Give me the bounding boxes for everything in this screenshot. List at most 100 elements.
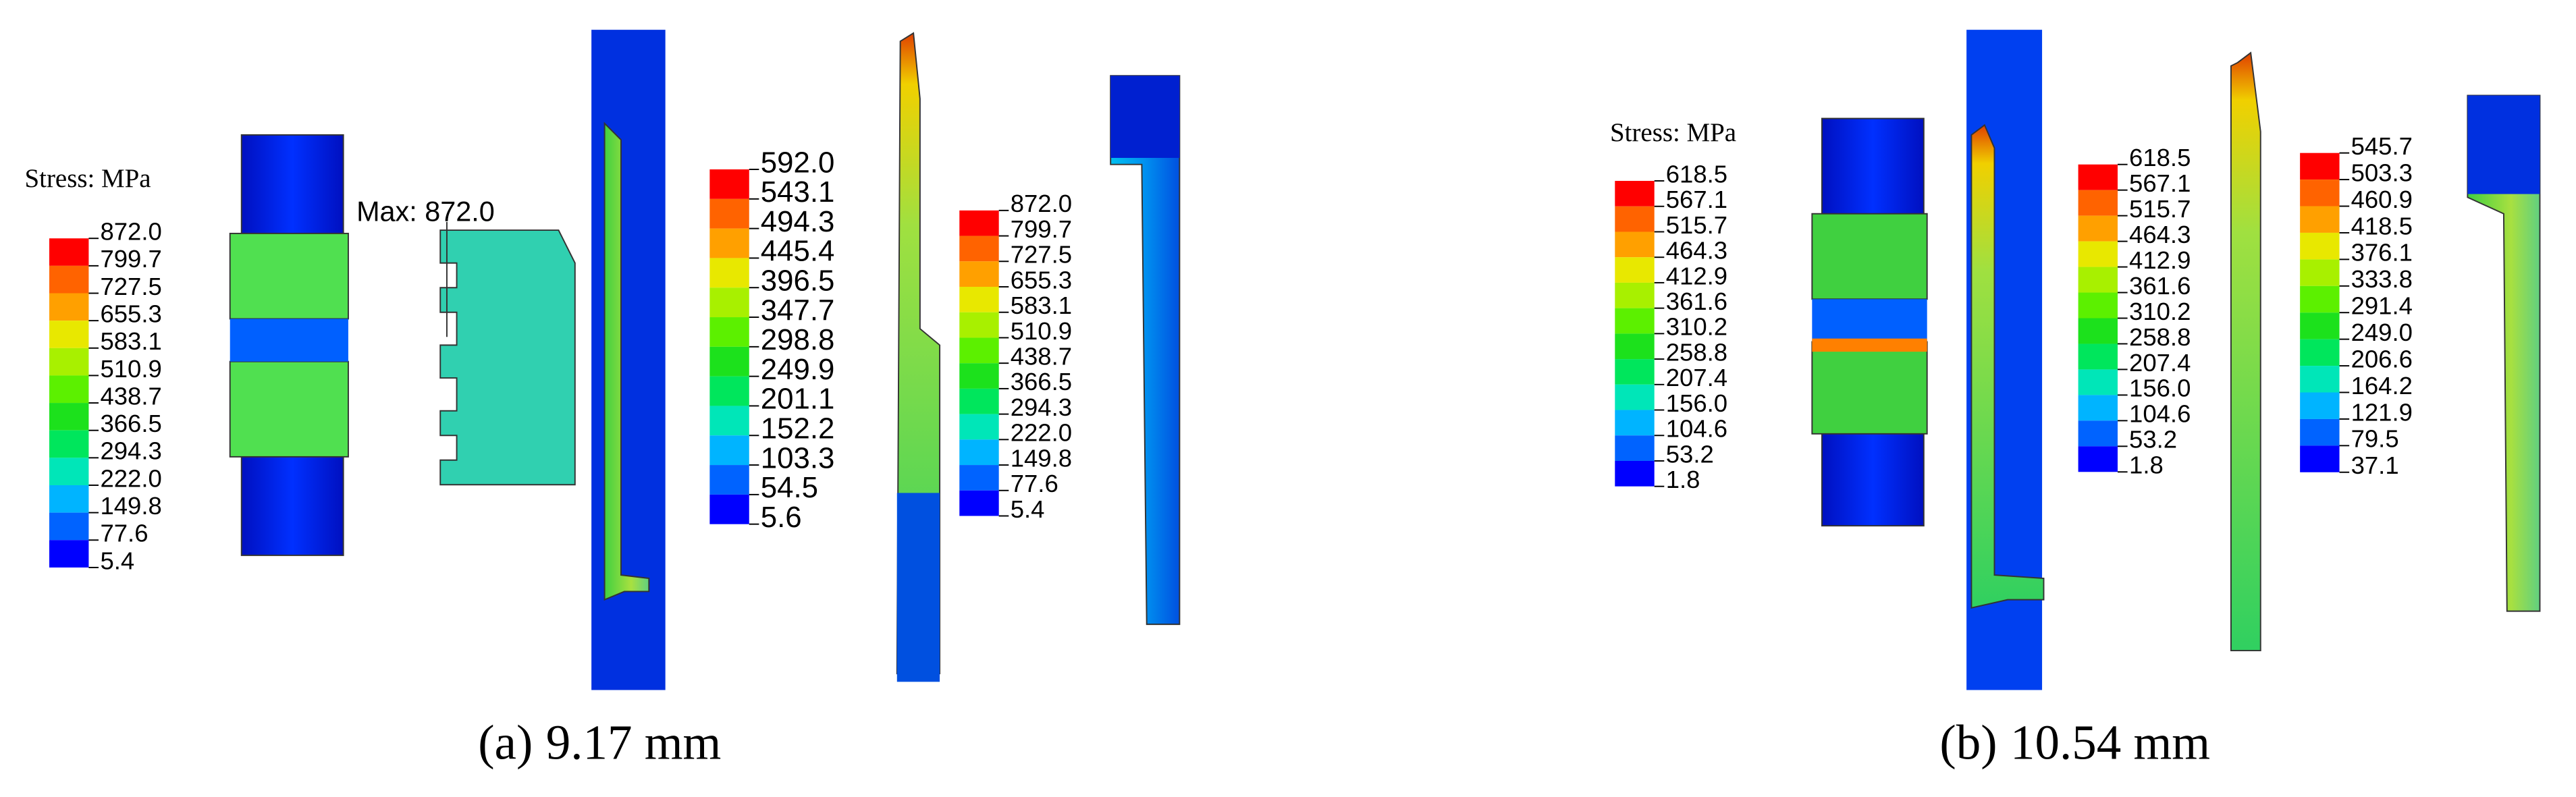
- color-band: [709, 346, 749, 377]
- color-band: [959, 439, 999, 466]
- color-band: [2300, 445, 2340, 472]
- legend-value: 799.7: [100, 245, 161, 273]
- color-band: [49, 485, 89, 513]
- legend-value: 104.6: [1666, 415, 1727, 443]
- color-band: [2300, 232, 2340, 260]
- color-band: [2300, 180, 2340, 207]
- legend-value: 799.7: [1011, 215, 1072, 243]
- legend-value: 310.2: [1666, 313, 1727, 341]
- caption-label: (a): [478, 715, 533, 769]
- color-band: [1615, 384, 1655, 410]
- color-band: [49, 403, 89, 431]
- color-band: [709, 406, 749, 436]
- color-band: [2078, 292, 2118, 319]
- color-band: [49, 348, 89, 376]
- color-band: [959, 312, 999, 338]
- caption: (b) 10.54 mm: [1939, 715, 2210, 769]
- color-band: [2078, 420, 2118, 447]
- color-band: [2078, 164, 2118, 190]
- color-band: [1615, 308, 1655, 334]
- legend-value: 412.9: [2129, 246, 2191, 274]
- legend-title: Stress: MPa: [1610, 118, 1736, 147]
- color-band: [709, 435, 749, 466]
- legend-value: 543.1: [761, 175, 835, 209]
- legend-value: 361.6: [2129, 272, 2191, 300]
- legend-value: 222.0: [1011, 419, 1072, 447]
- legend-value: 164.2: [2351, 372, 2413, 400]
- color-band: [2078, 343, 2118, 370]
- color-band: [2078, 369, 2118, 395]
- annotation: Max: 872.0: [356, 196, 495, 227]
- panel-b-drawing: [1811, 30, 2541, 690]
- color-band: [2300, 339, 2340, 366]
- color-band: [1615, 231, 1655, 258]
- color-band: [49, 430, 89, 458]
- color-band: [1615, 460, 1655, 487]
- legend-value: 1.8: [1666, 466, 1700, 493]
- legend-value: 152.2: [761, 412, 835, 445]
- legend-value: 438.7: [100, 382, 161, 410]
- legend-value: 77.6: [100, 520, 148, 547]
- legend-value: 366.5: [100, 410, 161, 437]
- color-band: [49, 265, 89, 294]
- legend-value: 655.3: [100, 300, 161, 327]
- legend-value: 503.3: [2351, 159, 2413, 186]
- color-band: [959, 236, 999, 262]
- color-band: [709, 494, 749, 524]
- color-band: [2300, 206, 2340, 233]
- color-band: [2078, 446, 2118, 472]
- color-band: [49, 238, 89, 266]
- color-band: [49, 458, 89, 485]
- legend-value: 347.7: [761, 294, 835, 327]
- legend-value: 727.5: [1011, 241, 1072, 269]
- legend-value: 376.1: [2351, 239, 2413, 267]
- legend-value: 655.3: [1011, 266, 1072, 294]
- color-band: [1615, 206, 1655, 232]
- legend-value: 294.3: [100, 437, 161, 465]
- legend-value: 201.1: [761, 383, 835, 416]
- color-band: [2300, 418, 2340, 446]
- caption-text: 9.17 mm: [546, 715, 722, 769]
- color-band: [2300, 259, 2340, 286]
- legend-value: 104.6: [2129, 400, 2191, 428]
- legend-value: 464.3: [1666, 237, 1727, 265]
- color-band: [2078, 215, 2118, 242]
- color-band: [2078, 318, 2118, 344]
- legend-value: 149.8: [1011, 444, 1072, 472]
- color-band: [959, 388, 999, 414]
- legend-value: 515.7: [1666, 211, 1727, 239]
- color-band: [959, 490, 999, 516]
- color-band: [709, 317, 749, 347]
- color-band: [49, 540, 89, 568]
- legend-value: 361.6: [1666, 287, 1727, 315]
- legend-value: 121.9: [2351, 398, 2413, 426]
- legend-value: 872.0: [100, 218, 161, 246]
- legend-value: 592.0: [761, 146, 835, 179]
- caption-label: (b): [1939, 715, 1997, 769]
- legend-title: Stress: MPa: [25, 164, 151, 193]
- legend-value: 207.4: [1666, 364, 1727, 391]
- legend-value: 618.5: [1666, 160, 1727, 188]
- color-band: [49, 321, 89, 348]
- color-band: [2078, 267, 2118, 293]
- legend-value: 438.7: [1011, 343, 1072, 370]
- color-band: [2300, 366, 2340, 393]
- legend-value: 460.9: [2351, 186, 2413, 213]
- color-band: [1615, 181, 1655, 207]
- color-band: [2300, 285, 2340, 313]
- color-band: [959, 414, 999, 440]
- color-band: [2300, 392, 2340, 419]
- color-band: [2078, 395, 2118, 421]
- legend-value: 515.7: [2129, 195, 2191, 223]
- legend-value: 249.0: [2351, 319, 2413, 346]
- legend-value: 258.8: [2129, 323, 2191, 351]
- legend-value: 310.2: [2129, 298, 2191, 325]
- legend-value: 54.5: [761, 471, 818, 504]
- legend-value: 618.5: [2129, 144, 2191, 171]
- panel-a-drawing: [229, 30, 1181, 690]
- caption-text: 10.54 mm: [2010, 715, 2210, 769]
- legend-value: 79.5: [2351, 425, 2399, 453]
- legend-value: 222.0: [100, 464, 161, 492]
- color-band: [709, 376, 749, 406]
- legend-value: 294.3: [1011, 393, 1072, 421]
